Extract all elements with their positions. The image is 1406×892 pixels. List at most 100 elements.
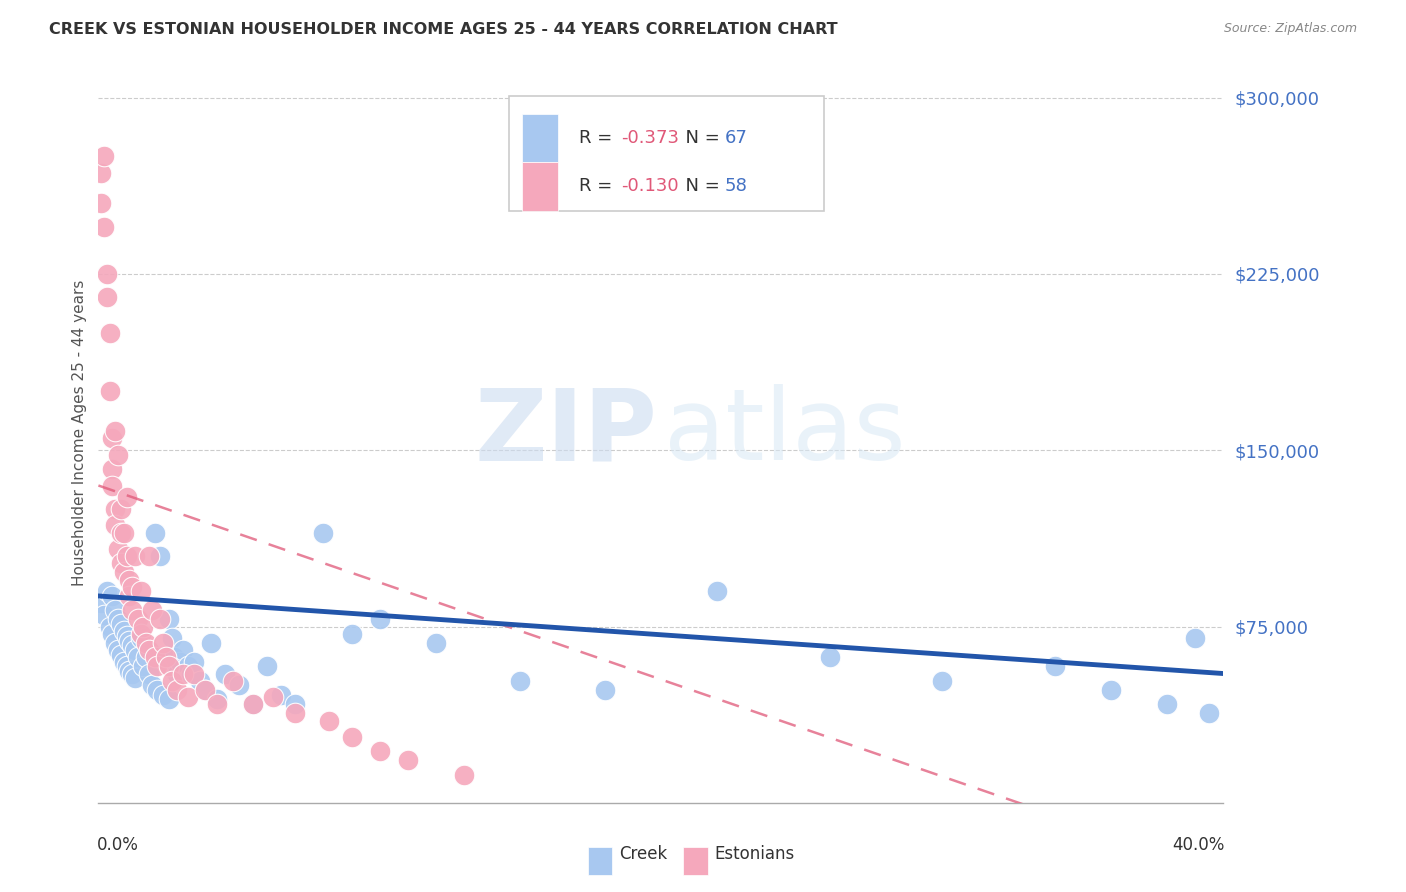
Point (110, 648, 132, 662)
Point (155, 655, 177, 669)
Point (1156, 697, 1178, 711)
Point (172, 666, 194, 681)
Point (121, 580, 143, 594)
Text: CREEK VS ESTONIAN HOUSEHOLDER INCOME AGES 25 - 44 YEARS CORRELATION CHART: CREEK VS ESTONIAN HOUSEHOLDER INCOME AGE… (49, 22, 838, 37)
Point (110, 502, 132, 516)
Point (138, 666, 160, 681)
Point (818, 650, 841, 665)
Point (242, 697, 264, 711)
Text: Source: ZipAtlas.com: Source: ZipAtlas.com (1223, 22, 1357, 36)
Point (93, 607, 115, 622)
Point (124, 671, 146, 685)
Point (110, 556, 132, 570)
Point (194, 683, 217, 698)
Point (228, 678, 250, 692)
Point (93, 149, 115, 163)
Point (104, 425, 127, 439)
FancyBboxPatch shape (683, 847, 709, 875)
Point (157, 612, 180, 626)
Point (98, 326, 121, 340)
Point (256, 659, 278, 673)
Point (453, 767, 475, 781)
Point (132, 659, 155, 673)
Point (112, 525, 135, 540)
Point (160, 632, 183, 646)
Point (141, 603, 163, 617)
Point (284, 706, 307, 721)
Point (222, 673, 245, 688)
Point (124, 643, 146, 657)
Point (163, 650, 186, 665)
Point (98, 619, 121, 633)
Point (270, 688, 292, 702)
Point (107, 643, 129, 657)
Text: R =: R = (579, 129, 617, 147)
Point (96, 267, 118, 281)
Point (284, 697, 307, 711)
Point (101, 626, 124, 640)
Point (425, 636, 447, 650)
Point (118, 633, 141, 648)
Point (101, 432, 124, 446)
Text: atlas: atlas (664, 384, 905, 481)
Point (931, 673, 953, 688)
Point (214, 666, 236, 681)
Point (160, 673, 183, 688)
Point (706, 584, 728, 599)
Point (396, 754, 419, 768)
Point (152, 688, 174, 702)
Point (118, 664, 141, 678)
Point (340, 626, 363, 640)
Point (368, 744, 391, 758)
Point (593, 683, 616, 698)
Text: Creek: Creek (619, 845, 668, 863)
FancyBboxPatch shape (588, 847, 613, 875)
Point (118, 589, 141, 603)
Point (96, 290, 118, 304)
Point (112, 566, 135, 580)
Point (115, 629, 138, 643)
Point (200, 636, 222, 650)
Text: N =: N = (675, 129, 725, 147)
Point (183, 666, 205, 681)
Text: 58: 58 (725, 178, 748, 195)
Point (127, 612, 149, 626)
Point (143, 525, 166, 540)
Point (138, 643, 160, 657)
Point (318, 714, 340, 728)
Point (149, 612, 172, 626)
Point (146, 683, 169, 698)
Point (183, 655, 205, 669)
Point (115, 490, 138, 504)
Point (141, 678, 163, 692)
Point (188, 673, 211, 688)
Point (129, 626, 152, 640)
Point (129, 632, 152, 646)
Point (194, 683, 217, 698)
Point (177, 690, 200, 704)
Point (340, 730, 363, 744)
Text: N =: N = (675, 178, 725, 195)
FancyBboxPatch shape (523, 162, 558, 211)
Point (101, 589, 124, 603)
Text: -0.130: -0.130 (621, 178, 679, 195)
Point (1099, 683, 1122, 698)
Point (90, 166, 112, 180)
Point (1184, 632, 1206, 646)
Point (101, 478, 124, 492)
Text: 67: 67 (725, 129, 748, 147)
Point (242, 697, 264, 711)
Point (93, 219, 115, 234)
Point (157, 659, 180, 673)
Point (107, 612, 129, 626)
Point (509, 673, 531, 688)
Point (112, 624, 135, 639)
Point (112, 655, 135, 669)
FancyBboxPatch shape (523, 114, 558, 162)
Text: R =: R = (579, 178, 617, 195)
Point (118, 573, 141, 587)
Point (205, 692, 228, 706)
Point (155, 650, 177, 665)
Point (115, 549, 138, 563)
Point (132, 619, 155, 633)
